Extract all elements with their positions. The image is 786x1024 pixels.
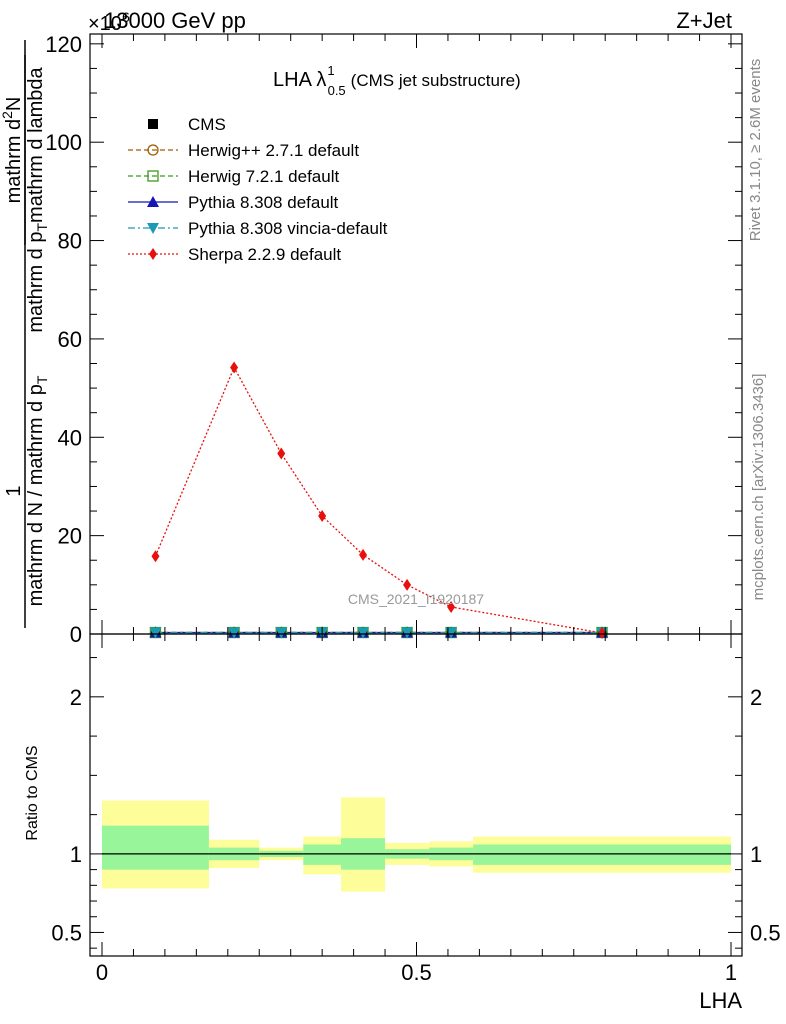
analysis-watermark: CMS_2021_I1920187 — [348, 591, 484, 607]
data-point-sherpa-2-2-9-default — [277, 447, 286, 460]
header-left: 13000 GeV pp — [104, 8, 246, 33]
ylabel-den-top-text: mathrm d N / mathrm d p — [25, 384, 47, 606]
data-point-sherpa-2-2-9-default — [151, 550, 160, 563]
legend-label-sherpa-2-2-9-default: Sherpa 2.2.9 default — [188, 245, 341, 264]
main-title: LHA λ1 0.5 (CMS jet substructure) — [273, 63, 521, 98]
legend-marker-cms — [148, 119, 158, 129]
legend-marker-pythia-8-308-vincia-default — [147, 223, 159, 234]
title-suffix: (CMS jet substructure) — [351, 71, 521, 90]
ratio-ytick-label-right: 1 — [750, 842, 762, 867]
title-sub: 0.5 — [328, 83, 346, 98]
data-point-sherpa-2-2-9-default — [230, 361, 239, 374]
ratio-xtick-label: 0.5 — [401, 960, 432, 985]
rivet-label: Rivet 3.1.10, ≥ 2.6M events — [747, 59, 764, 242]
ratio-green-band-7 — [473, 844, 731, 865]
ylabel-den-main-sub: T — [34, 223, 50, 232]
ratio-frame — [89, 633, 743, 957]
exponent-base: ×10 — [88, 13, 122, 35]
data-point-sherpa-2-2-9-default — [403, 578, 412, 591]
ratio-panel — [102, 797, 731, 892]
legend-label-pythia-8-308-vincia-default: Pythia 8.308 vincia-default — [188, 219, 388, 238]
data-point-sherpa-2-2-9-default — [359, 548, 368, 561]
title-sup: 1 — [327, 63, 334, 78]
ratio-ytick-label-left: 2 — [70, 685, 82, 710]
ylabel-den-main: mathrm d pTmathrm d lambda — [25, 66, 50, 332]
ratio-axes: 0.5 0.5 1 1 2 2 0 0.5 1 — [51, 633, 781, 985]
ratio-xtick-label: 0 — [96, 960, 108, 985]
main-ytick-label: 20 — [58, 524, 82, 549]
ylabel-den-main-rest: mathrm d lambda — [25, 66, 47, 222]
legend-marker-pythia-8-308-default — [147, 196, 159, 207]
series-line-sherpa-2-2-9-default — [154, 365, 603, 634]
legend-label-herwig-2-7-1-default: Herwig++ 2.7.1 default — [188, 141, 359, 160]
legend-marker-sherpa-2-2-9-default — [149, 248, 157, 260]
main-ytick-label: 100 — [45, 130, 82, 155]
data-point-sherpa-2-2-9-default — [318, 509, 327, 522]
exponent-label: ×106 — [88, 9, 130, 35]
data-point-sherpa-2-2-9-default — [598, 627, 607, 640]
main-axes: 0 20 40 60 80 100 120 — [45, 32, 743, 647]
legend-label-pythia-8-308-default: Pythia 8.308 default — [188, 193, 339, 212]
legend: CMS Herwig++ 2.7.1 default Herwig 7.2.1 de… — [128, 115, 388, 264]
legend-marker-herwig-7-2-1-default — [147, 170, 159, 182]
data-point-pythia-8-308-vincia-default — [357, 627, 370, 639]
ylabel-num-main: mathrm d2N — [0, 97, 25, 204]
main-ytick-label: 120 — [45, 32, 82, 57]
ratio-xlabel: LHA — [699, 988, 742, 1013]
legend-label-cms: CMS — [188, 115, 226, 134]
main-ytick-label: 40 — [58, 425, 82, 450]
ylabel-num-main-text: mathrm d — [3, 119, 25, 203]
ylabel-num-main-sup: 2 — [0, 111, 15, 119]
ratio-ytick-label-left: 0.5 — [51, 920, 82, 945]
header-right: Z+Jet — [676, 8, 732, 33]
legend-marker-herwig-2-7-1-default — [147, 144, 159, 156]
main-ytick-label: 60 — [58, 327, 82, 352]
ratio-ytick-label-left: 1 — [70, 842, 82, 867]
data-point-sherpa-2-2-9-default — [447, 600, 456, 613]
ratio-ytick-label-right: 2 — [750, 685, 762, 710]
legend-label-herwig-7-2-1-default: Herwig 7.2.1 default — [188, 167, 339, 186]
ylabel-den-top-sub: T — [34, 375, 50, 384]
data-point-pythia-8-308-vincia-default — [149, 627, 162, 639]
ylabel-den-main-text: mathrm d p — [25, 232, 47, 333]
main-ytick-label: 0 — [70, 622, 82, 647]
ratio-xtick-label: 1 — [725, 960, 737, 985]
data-point-pythia-8-308-vincia-default — [275, 627, 288, 639]
ratio-ylabel: Ratio to CMS — [24, 745, 41, 840]
ratio-green-band-0 — [102, 825, 209, 870]
main-ylabel: 1 mathrm d N / mathrm d pT mathrm d2N ma… — [0, 40, 50, 628]
mcplots-label: mcplots.cern.ch [arXiv:1306.3436] — [750, 374, 767, 601]
ylabel-num-main-rest: N — [3, 97, 25, 111]
main-ytick-label: 80 — [58, 229, 82, 254]
exponent-power: 6 — [122, 9, 130, 25]
ratio-ytick-label-right: 0.5 — [750, 920, 781, 945]
ylabel-one: 1 — [3, 485, 25, 496]
title-text: LHA λ — [273, 69, 326, 91]
data-point-pythia-8-308-vincia-default — [401, 627, 414, 639]
ylabel-den-top: mathrm d N / mathrm d pT — [25, 375, 50, 606]
data-point-pythia-8-308-vincia-default — [228, 627, 241, 639]
ratio-green-band-3 — [303, 844, 342, 865]
